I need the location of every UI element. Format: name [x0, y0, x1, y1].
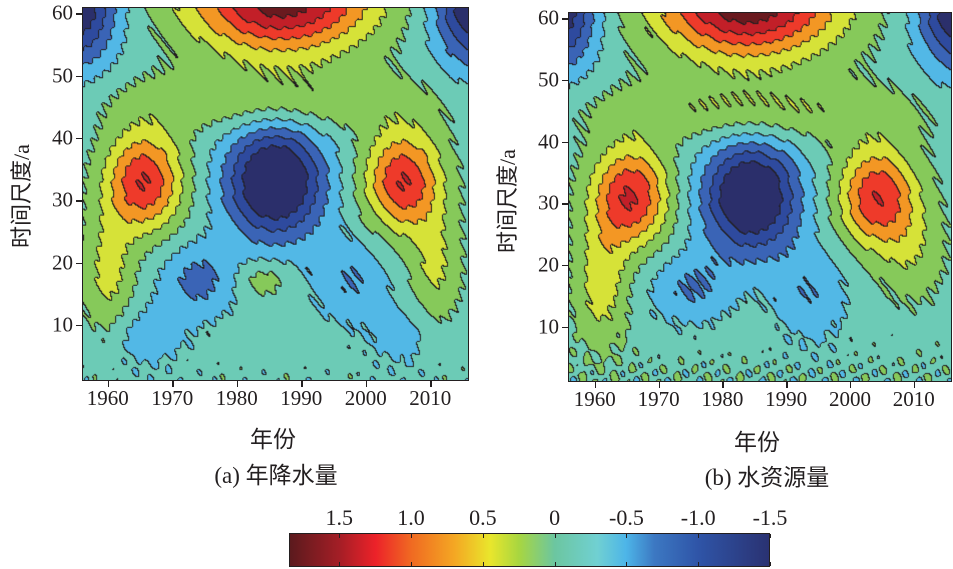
- x-tick-label: 2010: [892, 387, 935, 411]
- colorbar-tick: [482, 562, 484, 566]
- x-tick-label: 1990: [765, 387, 808, 411]
- x-tick: [172, 381, 174, 387]
- y-tick: [76, 262, 82, 265]
- x-axis-label-a: 年份: [250, 427, 296, 452]
- y-tick: [562, 264, 568, 267]
- y-tick: [76, 137, 82, 140]
- x-tick: [301, 381, 303, 387]
- y-tick-label: 10: [52, 312, 73, 337]
- contour-field-b: [569, 13, 951, 381]
- x-axis-label-b: 年份: [734, 430, 780, 455]
- y-tick: [562, 141, 568, 143]
- colorbar-tick: [698, 534, 700, 538]
- colorbar-tick: [770, 562, 771, 566]
- x-tick: [236, 381, 239, 387]
- colorbar-tick: [339, 534, 341, 538]
- x-tick-label: 1990: [280, 386, 323, 410]
- colorbar-tick-label: 0.5: [469, 505, 497, 530]
- colorbar-tick: [626, 534, 628, 538]
- colorbar-tick: [339, 562, 341, 566]
- y-tick-label: 40: [538, 129, 559, 153]
- x-tick-label: 1980: [701, 387, 744, 411]
- y-axis-label-b: 时间尺度/a: [495, 149, 520, 253]
- y-tick-label: 20: [538, 252, 559, 277]
- colorbar-tick: [411, 534, 413, 538]
- y-tick-label: 30: [52, 187, 73, 212]
- y-tick: [76, 13, 82, 15]
- y-tick: [562, 326, 568, 328]
- y-tick-label: 40: [52, 125, 73, 150]
- colorbar-tick: [411, 562, 413, 566]
- y-tick-label: 50: [538, 67, 559, 92]
- contour-plot-b: [568, 12, 952, 382]
- x-tick: [594, 382, 597, 388]
- x-tick: [913, 382, 916, 388]
- x-tick: [849, 382, 852, 388]
- x-tick: [107, 381, 110, 387]
- contour-plot-a: [82, 7, 469, 381]
- x-tick-label: 1980: [215, 386, 258, 410]
- y-tick-label: 50: [52, 63, 73, 88]
- x-tick: [786, 382, 788, 388]
- y-tick-label: 60: [538, 5, 559, 30]
- colorbar-tick-label: -1.5: [752, 505, 788, 530]
- y-tick-label: 60: [52, 0, 73, 25]
- colorbar-tick-label: -0.5: [608, 505, 644, 530]
- x-tick: [722, 382, 724, 388]
- colorbar-tick-label: -1.0: [680, 505, 716, 530]
- colorbar-tick: [770, 534, 771, 538]
- x-tick-label: 2010: [409, 386, 452, 410]
- colorbar-tick: [482, 534, 484, 538]
- y-tick: [562, 203, 568, 205]
- y-tick: [76, 75, 82, 78]
- colorbar-tick: [626, 562, 628, 566]
- colorbar-tick: [554, 534, 556, 538]
- caption-b: (b) 水资源量: [704, 465, 830, 490]
- colorbar-tick: [698, 562, 700, 566]
- x-tick-label: 1970: [151, 386, 194, 410]
- caption-a: (a) 年降水量: [214, 463, 338, 488]
- x-tick-label: 1960: [573, 387, 616, 411]
- colorbar: [289, 533, 770, 567]
- x-tick-label: 1960: [86, 386, 129, 410]
- x-tick: [430, 381, 432, 387]
- y-tick: [562, 79, 568, 82]
- y-tick-label: 30: [538, 190, 559, 215]
- y-tick: [76, 200, 82, 202]
- x-tick: [365, 381, 368, 387]
- colorbar-tick-label: 1.0: [397, 505, 425, 530]
- y-tick-label: 20: [52, 250, 73, 275]
- y-tick-label: 10: [538, 314, 559, 338]
- x-tick-label: 2000: [828, 387, 871, 411]
- x-tick: [658, 382, 661, 388]
- colorbar-tick-label: 1.5: [325, 505, 354, 530]
- y-tick: [562, 18, 568, 20]
- x-tick-label: 1970: [637, 387, 680, 411]
- colorbar-tick: [554, 562, 556, 566]
- x-tick-label: 2000: [344, 386, 387, 410]
- y-axis-label-a: 时间尺度/a: [9, 144, 34, 248]
- colorbar-tick-label: 0: [549, 505, 561, 530]
- y-tick: [76, 324, 82, 327]
- contour-field-a: [83, 8, 468, 380]
